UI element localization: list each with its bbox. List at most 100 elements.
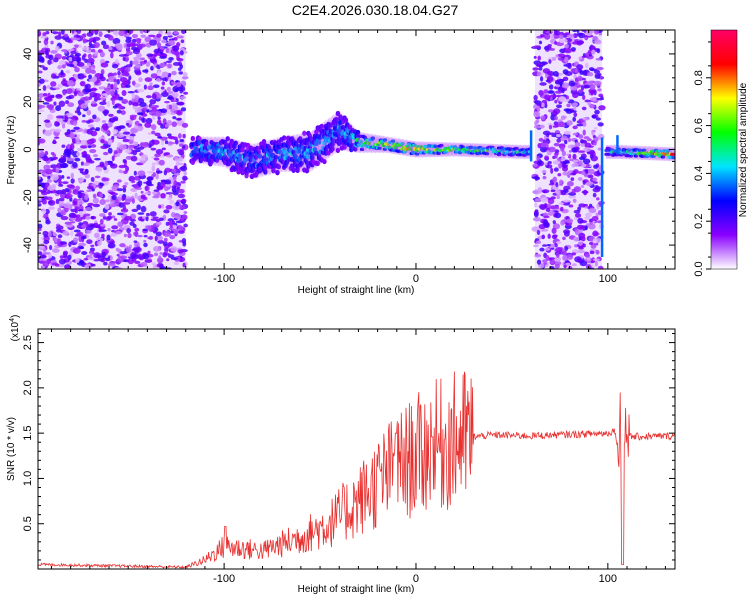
- noise-cell: [160, 74, 167, 78]
- noise-cell: [578, 134, 584, 139]
- noise-cell: [78, 177, 85, 182]
- noise-cell: [68, 57, 73, 62]
- noise-cell: [552, 234, 558, 238]
- noise-cell: [545, 79, 551, 83]
- noise-cell: [134, 120, 140, 126]
- noise-cell: [164, 179, 172, 185]
- noise-cell: [183, 210, 188, 215]
- noise-cell: [554, 263, 560, 269]
- ridge-cell: [377, 146, 382, 150]
- noise-cell: [566, 103, 571, 108]
- noise-cell: [66, 176, 71, 180]
- noise-cell: [542, 175, 547, 180]
- noise-cell: [84, 89, 92, 93]
- noise-cell: [163, 185, 169, 192]
- ridge-cell: [261, 139, 267, 145]
- snr-background: [38, 329, 675, 569]
- noise-cell: [107, 227, 111, 232]
- noise-cell: [175, 117, 182, 121]
- noise-cell: [45, 49, 49, 55]
- noise-cell: [108, 113, 114, 117]
- noise-cell: [172, 62, 181, 66]
- colorbar-tick-label: 0.4: [693, 166, 705, 181]
- ridge-cell: [370, 137, 376, 141]
- noise-cell: [108, 212, 112, 216]
- noise-cell: [100, 68, 105, 75]
- noise-cell: [590, 89, 594, 96]
- noise-cell: [44, 130, 52, 137]
- noise-cell: [181, 122, 189, 128]
- noise-cell: [75, 52, 81, 57]
- noise-cell: [580, 184, 585, 188]
- noise-cell: [87, 53, 92, 59]
- noise-cell: [587, 223, 596, 230]
- noise-cell: [593, 80, 602, 87]
- noise-cell: [597, 122, 604, 127]
- noise-cell: [582, 158, 591, 165]
- noise-cell: [77, 111, 82, 116]
- noise-cell: [114, 89, 118, 96]
- noise-cell: [70, 213, 77, 219]
- noise-cell: [86, 189, 92, 193]
- noise-cell: [138, 43, 146, 48]
- noise-cell: [147, 250, 151, 255]
- noise-cell: [585, 212, 592, 218]
- noise-cell: [76, 151, 81, 157]
- noise-cell: [52, 139, 56, 145]
- noise-cell: [536, 155, 541, 161]
- noise-cell: [167, 218, 175, 222]
- noise-cell: [99, 101, 107, 106]
- noise-cell: [172, 116, 177, 120]
- noise-cell: [134, 64, 142, 68]
- noise-cell: [81, 235, 87, 240]
- noise-cell: [46, 85, 51, 89]
- noise-cell: [144, 259, 153, 263]
- noise-cell: [119, 251, 128, 255]
- noise-cell: [576, 123, 584, 127]
- ridge-cell: [390, 139, 396, 143]
- noise-cell: [81, 75, 87, 78]
- noise-cell: [55, 105, 62, 112]
- noise-cell: [134, 260, 141, 264]
- noise-cell: [101, 92, 108, 96]
- noise-cell: [165, 47, 170, 54]
- noise-cell: [157, 136, 163, 139]
- noise-cell: [81, 250, 88, 255]
- noise-cell: [149, 39, 158, 46]
- noise-cell: [561, 82, 570, 89]
- spectrogram-xlabel: Height of straight line (km): [298, 285, 415, 296]
- noise-cell: [568, 189, 573, 193]
- noise-cell: [39, 254, 47, 259]
- noise-cell: [51, 174, 59, 181]
- noise-cell: [111, 135, 115, 140]
- noise-cell: [73, 126, 80, 130]
- noise-cell: [555, 90, 563, 94]
- noise-cell: [572, 33, 578, 39]
- noise-cell: [597, 88, 602, 92]
- noise-cell: [66, 193, 73, 199]
- noise-cell: [180, 107, 187, 112]
- noise-cell: [165, 204, 173, 210]
- noise-cell: [107, 35, 114, 41]
- noise-cell: [54, 128, 62, 133]
- ridge-cell: [268, 148, 273, 154]
- noise-cell: [161, 147, 166, 151]
- ridge-halo: [393, 137, 396, 155]
- noise-cell: [178, 143, 184, 147]
- noise-cell: [60, 79, 69, 86]
- noise-cell: [177, 249, 184, 254]
- noise-cell: [116, 109, 122, 114]
- noise-cell: [59, 241, 67, 245]
- noise-cell: [580, 236, 586, 242]
- noise-cell: [181, 214, 188, 220]
- noise-cell: [588, 145, 594, 148]
- ridge-cell: [237, 153, 243, 159]
- ridge-halo: [364, 132, 368, 154]
- noise-cell: [560, 135, 568, 142]
- noise-cell: [137, 146, 145, 150]
- ridge-cell: [294, 140, 299, 146]
- noise-cell: [58, 197, 65, 202]
- ridge-cell: [291, 167, 296, 173]
- noise-cell: [565, 262, 571, 266]
- noise-cell: [75, 257, 80, 264]
